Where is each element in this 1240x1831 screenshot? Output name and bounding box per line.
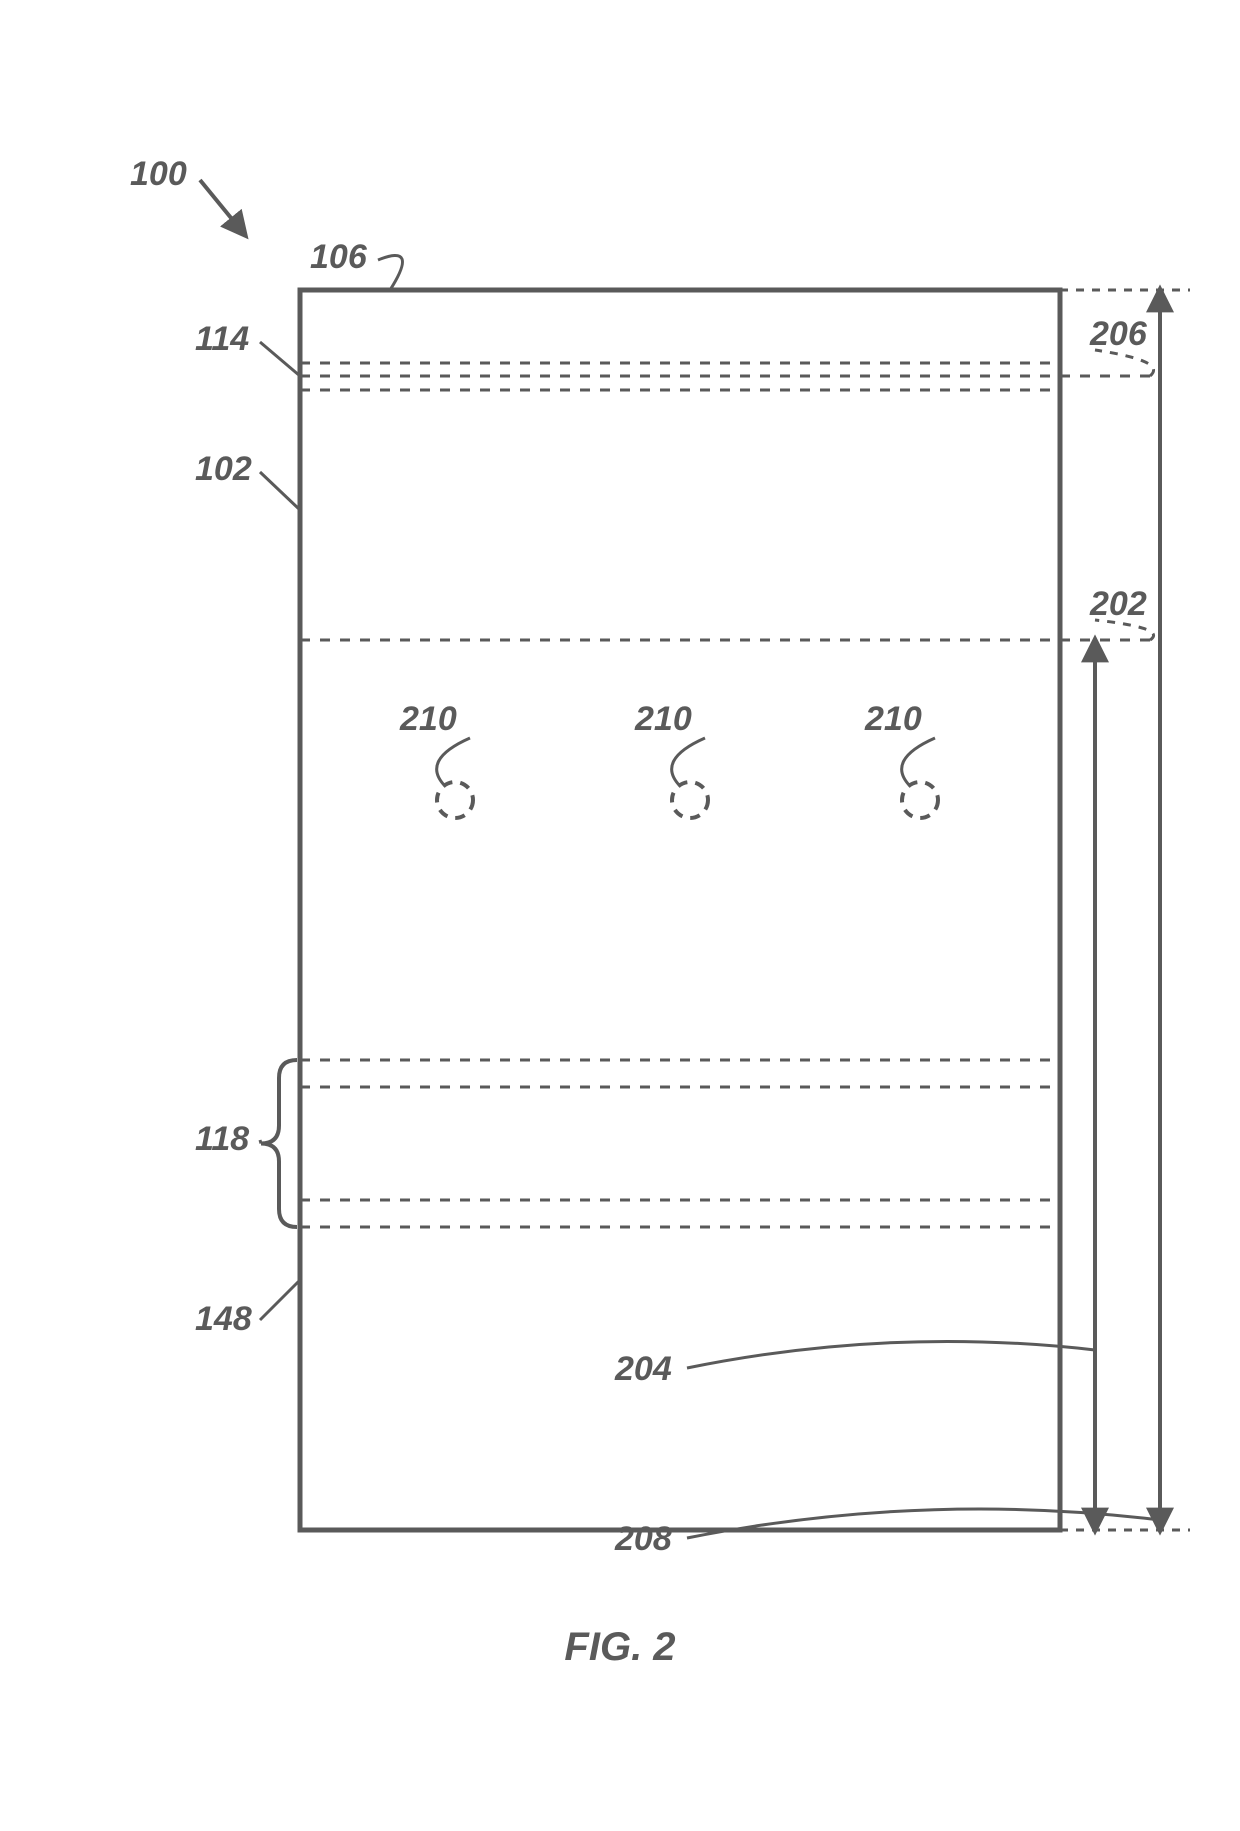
svg-text:102: 102 xyxy=(195,450,252,488)
leader-202 xyxy=(1095,620,1154,640)
leader-118 xyxy=(260,1140,261,1144)
svg-text:210: 210 xyxy=(399,700,457,738)
hole-mark xyxy=(902,782,938,818)
svg-text:118: 118 xyxy=(195,1120,249,1158)
leader-206 xyxy=(1095,350,1154,376)
leader-148 xyxy=(260,1280,300,1320)
hole-leader xyxy=(902,738,935,786)
hole-leader xyxy=(672,738,705,786)
svg-text:148: 148 xyxy=(195,1300,252,1338)
leader-106 xyxy=(378,255,403,290)
svg-text:100: 100 xyxy=(130,155,187,193)
svg-text:106: 106 xyxy=(310,238,368,276)
leader-204 xyxy=(687,1341,1095,1368)
svg-text:210: 210 xyxy=(634,700,692,738)
svg-text:206: 206 xyxy=(1089,315,1148,353)
main-box xyxy=(300,290,1060,1530)
brace-118 xyxy=(261,1060,297,1227)
leader-102 xyxy=(260,472,300,510)
svg-text:210: 210 xyxy=(864,700,922,738)
svg-text:202: 202 xyxy=(1089,585,1147,623)
figure-caption: FIG. 2 xyxy=(564,1625,675,1669)
svg-text:204: 204 xyxy=(614,1350,672,1388)
leader-100 xyxy=(200,180,245,235)
leader-114 xyxy=(260,342,300,376)
svg-text:114: 114 xyxy=(195,320,249,358)
leader-208 xyxy=(687,1509,1160,1538)
hole-mark xyxy=(437,782,473,818)
svg-text:208: 208 xyxy=(614,1520,672,1558)
hole-leader xyxy=(437,738,470,786)
hole-mark xyxy=(672,782,708,818)
